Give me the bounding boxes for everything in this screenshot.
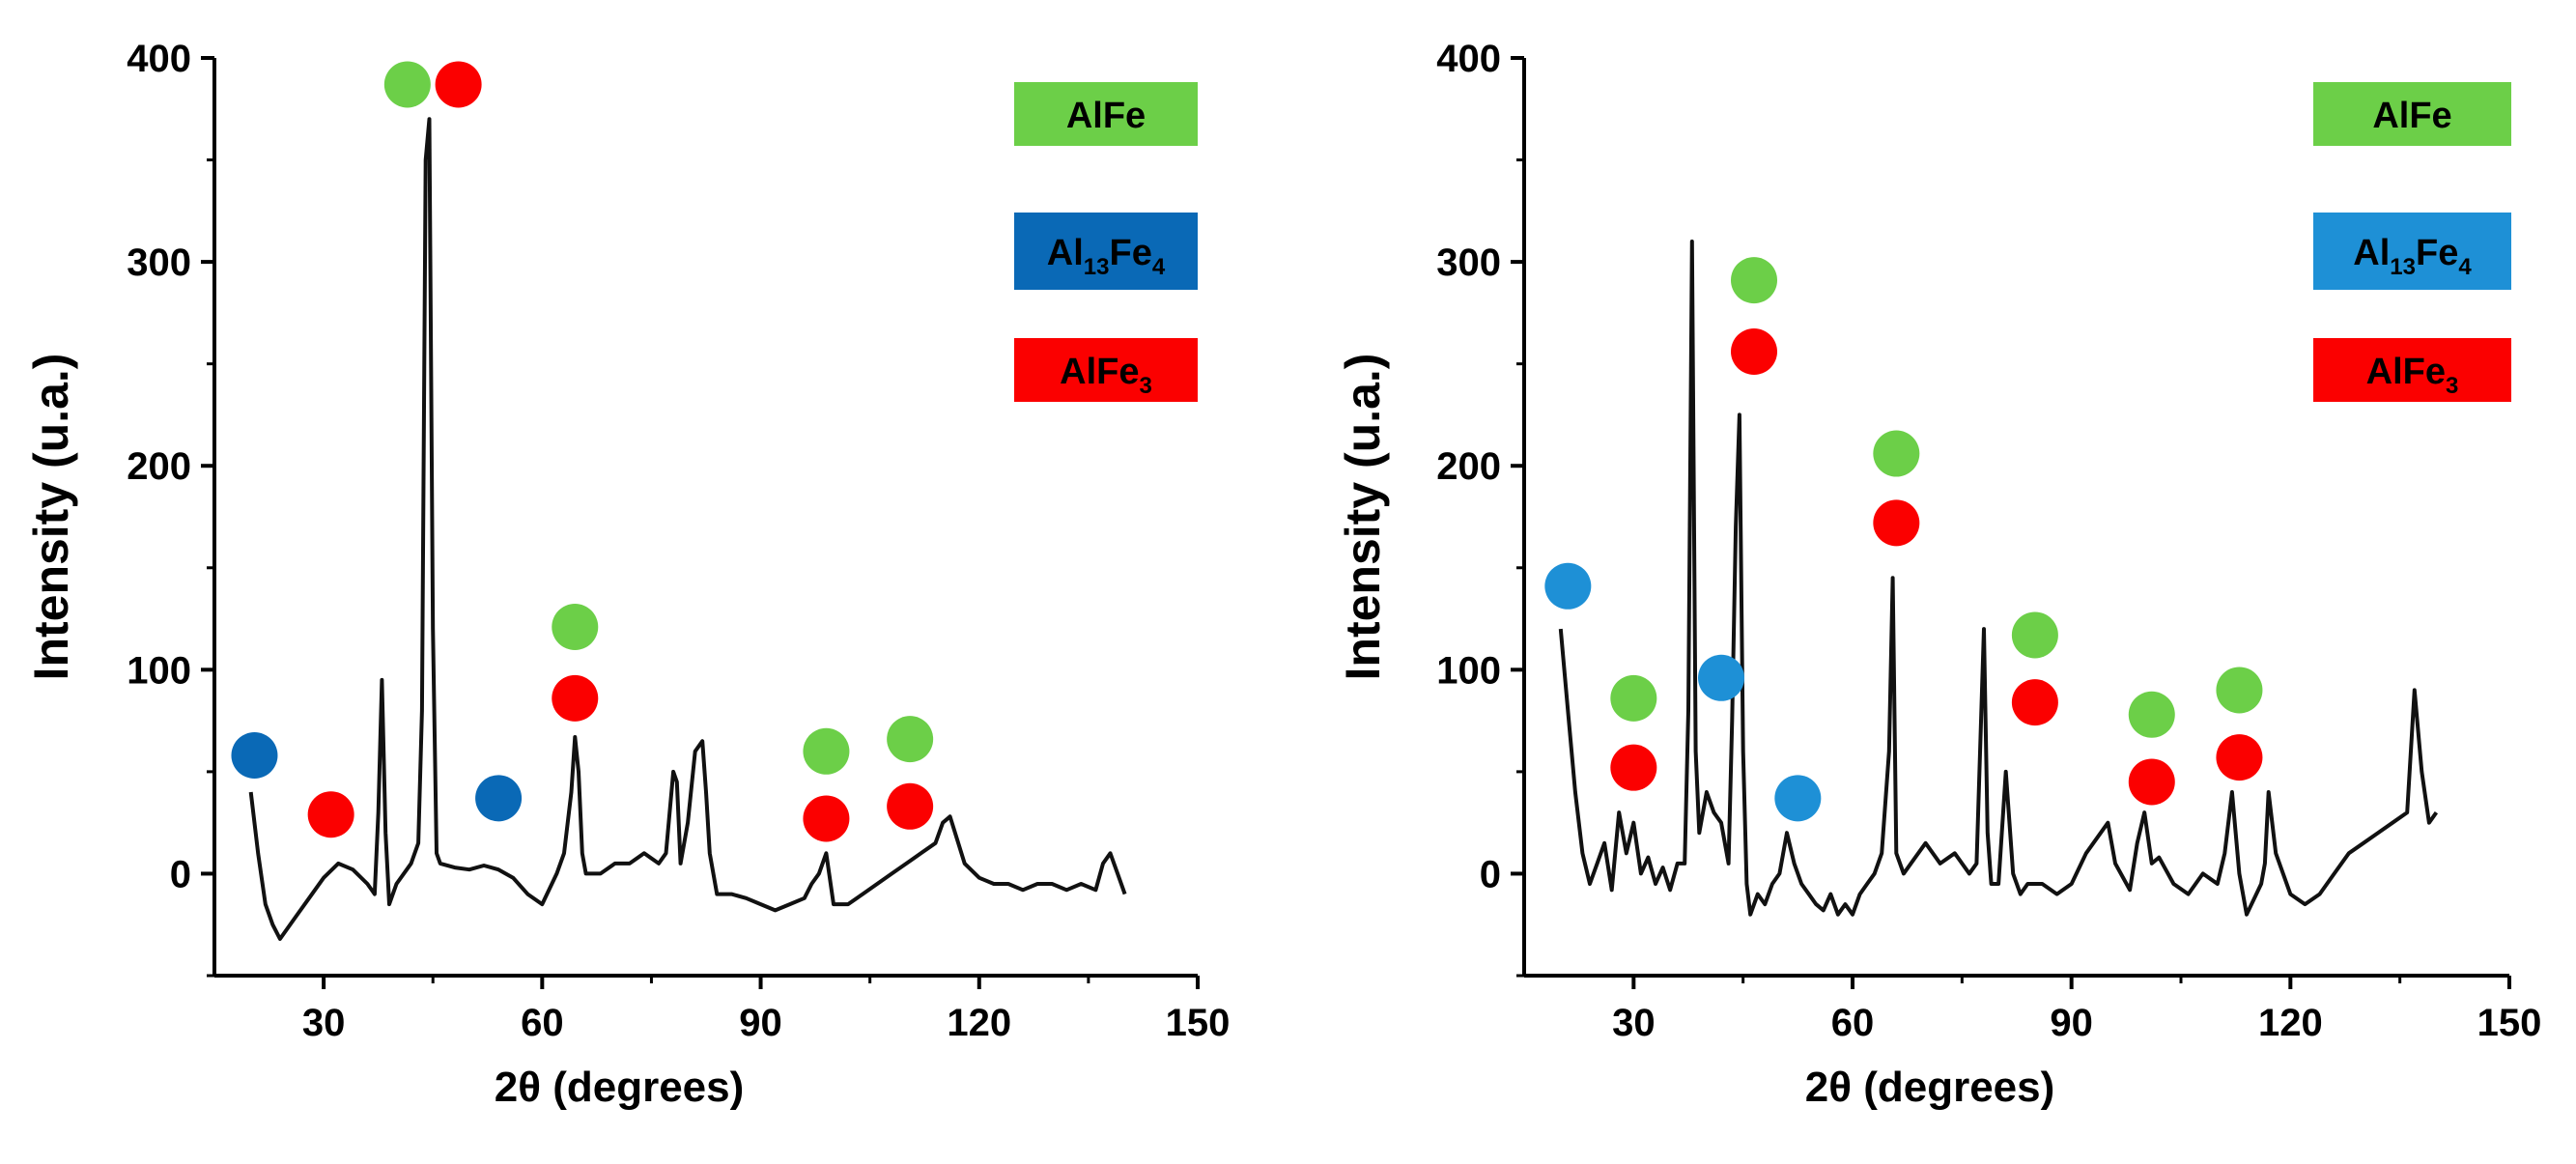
- legend-label: AlFe3: [1060, 352, 1152, 399]
- y-tick-label: 400: [127, 38, 191, 80]
- x-tick-label: 30: [1612, 1002, 1656, 1044]
- x-axis-label: 2θ (degrees): [1805, 1064, 2055, 1111]
- phase-marker-alfe3: [2128, 758, 2175, 806]
- phase-marker-alfe: [552, 604, 599, 650]
- x-tick-label: 60: [521, 1002, 564, 1044]
- x-tick-label: 120: [947, 1002, 1011, 1044]
- y-tick-label: 300: [1436, 241, 1501, 284]
- legend-item-al13fe4: Al13Fe4: [1014, 213, 1198, 290]
- legend-label: Al13Fe4: [1047, 233, 1166, 280]
- legend-label: AlFe3: [2366, 352, 2459, 399]
- x-tick-label: 30: [302, 1002, 346, 1044]
- phase-marker-alfe: [1873, 430, 1920, 477]
- legend-swatch: [1014, 82, 1198, 146]
- x-tick-label: 150: [1166, 1002, 1231, 1044]
- phase-marker-al13fe4: [475, 775, 523, 822]
- phase-marker-alfe: [887, 716, 934, 763]
- phase-marker-alfe3: [1731, 328, 1777, 375]
- y-tick-label: 300: [127, 241, 191, 284]
- phase-marker-alfe3: [803, 795, 850, 842]
- y-axis-label: Intensity (u.a.): [1336, 354, 1390, 681]
- y-tick-label: 200: [127, 445, 191, 488]
- legend-item-alfe: AlFe: [1014, 82, 1198, 146]
- legend-swatch: [1014, 338, 1198, 402]
- legend-label: Al13Fe4: [2353, 233, 2472, 280]
- legend-swatch: [2313, 213, 2511, 290]
- y-tick-label: 0: [170, 853, 191, 895]
- phase-marker-alfe: [803, 727, 850, 775]
- xrd-pattern-line: [1558, 240, 2439, 917]
- phase-marker-alfe3: [552, 674, 599, 722]
- legend-item-al13fe4: Al13Fe4: [2313, 213, 2511, 290]
- phase-marker-alfe: [2216, 667, 2263, 714]
- phase-marker-alfe: [2011, 611, 2058, 659]
- phase-marker-al13fe4: [1774, 775, 1822, 822]
- y-tick-label: 100: [1436, 649, 1501, 692]
- x-tick-label: 60: [1831, 1002, 1875, 1044]
- phase-marker-alfe3: [435, 61, 482, 108]
- phase-marker-alfe3: [2216, 734, 2263, 781]
- x-tick-label: 90: [739, 1002, 782, 1044]
- legend-item-alfe: AlFe: [2313, 82, 2511, 146]
- x-tick-label: 120: [2258, 1002, 2323, 1044]
- x-axis-label: 2θ (degrees): [495, 1064, 745, 1111]
- phase-marker-al13fe4: [1698, 654, 1744, 701]
- chart-panel-left: 0 100 200 300 400 30 60 90 120 150 2θ (degrees) Int…: [24, 38, 1230, 1111]
- legend-swatch: [1014, 213, 1198, 290]
- xrd-pattern-line: [248, 117, 1127, 941]
- legend-swatch: [2313, 338, 2511, 402]
- legend-label: AlFe: [1066, 96, 1146, 136]
- phase-marker-alfe3: [2011, 679, 2058, 726]
- legend-label: AlFe: [2372, 96, 2451, 136]
- legend-item-alfe3: AlFe3: [1014, 338, 1198, 402]
- y-tick-label: 400: [1436, 38, 1501, 80]
- y-tick-label: 100: [127, 649, 191, 692]
- phase-marker-alfe3: [307, 791, 354, 838]
- legend-item-alfe3: AlFe3: [2313, 338, 2511, 402]
- phase-marker-alfe: [2128, 691, 2175, 738]
- phase-marker-alfe: [1610, 674, 1657, 722]
- phase-marker-alfe3: [1873, 499, 1920, 547]
- legend-swatch: [2313, 82, 2511, 146]
- y-axis-label: Intensity (u.a.): [24, 354, 78, 681]
- y-tick-label: 200: [1436, 445, 1501, 488]
- phase-marker-alfe3: [1610, 744, 1657, 791]
- phase-marker-alfe3: [887, 782, 934, 830]
- x-tick-label: 150: [2477, 1002, 2542, 1044]
- chart-panel-right: 0 100 200 300 400 30 60 90 120 150 2θ (degrees) Int…: [1336, 38, 2541, 1111]
- x-tick-label: 90: [2050, 1002, 2093, 1044]
- phase-marker-al13fe4: [231, 732, 278, 779]
- phase-marker-alfe: [383, 61, 431, 108]
- phase-marker-alfe: [1731, 257, 1777, 304]
- phase-marker-al13fe4: [1544, 562, 1592, 610]
- y-tick-label: 0: [1480, 853, 1501, 895]
